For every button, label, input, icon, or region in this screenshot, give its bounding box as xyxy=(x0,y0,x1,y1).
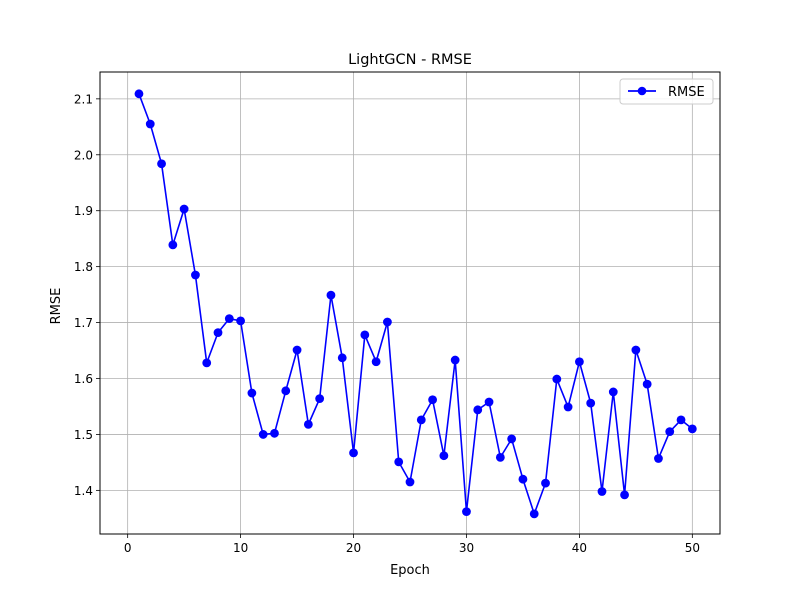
data-point xyxy=(586,398,596,408)
data-point xyxy=(281,386,291,396)
data-point xyxy=(349,448,358,458)
y-tick-label: 1.8 xyxy=(74,260,93,274)
data-point xyxy=(157,159,166,169)
chart-title: LightGCN - RMSE xyxy=(348,52,472,68)
y-tick-label: 1.7 xyxy=(74,316,93,330)
x-tick-label: 10 xyxy=(233,541,248,555)
y-tick-label: 1.4 xyxy=(74,484,93,498)
data-point xyxy=(179,204,189,214)
x-tick-label: 50 xyxy=(685,541,700,555)
grid xyxy=(100,72,720,534)
x-tick-label: 30 xyxy=(459,541,474,555)
data-point xyxy=(428,395,437,405)
data-point xyxy=(575,357,584,367)
data-point xyxy=(597,487,607,496)
data-point xyxy=(608,387,618,397)
data-point xyxy=(416,415,426,425)
y-tick-label: 2.0 xyxy=(74,148,93,162)
data-point xyxy=(529,509,539,519)
data-point xyxy=(360,330,370,340)
data-point xyxy=(473,405,483,415)
data-point xyxy=(665,427,675,437)
data-point xyxy=(236,316,246,326)
data-point xyxy=(145,119,155,129)
y-tick-label: 1.6 xyxy=(74,372,93,386)
data-point xyxy=(371,357,381,367)
data-point xyxy=(631,345,641,355)
data-point xyxy=(507,434,517,444)
legend-label: RMSE xyxy=(668,85,705,100)
data-point xyxy=(541,478,550,488)
y-tick-label: 2.1 xyxy=(74,92,93,106)
legend: RMSE xyxy=(619,78,714,105)
series-markers xyxy=(134,89,697,519)
data-point xyxy=(518,474,528,484)
data-point xyxy=(213,328,223,338)
legend-marker-swatch xyxy=(637,86,647,96)
data-point xyxy=(168,240,178,250)
y-tick-label: 1.9 xyxy=(74,204,93,218)
data-point xyxy=(676,415,686,425)
data-point xyxy=(224,314,234,324)
x-tick-label: 0 xyxy=(124,541,132,555)
y-axis-label: RMSE xyxy=(49,288,64,325)
data-point xyxy=(462,507,471,517)
data-point xyxy=(439,451,449,461)
data-point xyxy=(484,397,494,407)
data-point xyxy=(394,457,404,467)
data-point xyxy=(337,353,347,363)
data-point xyxy=(303,419,313,429)
data-point xyxy=(620,490,629,500)
data-point xyxy=(292,345,302,355)
data-point xyxy=(687,424,697,434)
data-point xyxy=(450,355,460,365)
data-point xyxy=(270,428,279,438)
data-point xyxy=(405,477,415,487)
data-point xyxy=(134,89,144,99)
data-point xyxy=(326,290,336,300)
y-tick-label: 1.5 xyxy=(74,428,93,442)
data-point xyxy=(563,402,573,412)
data-point xyxy=(495,452,505,462)
data-point xyxy=(552,374,562,384)
x-tick-label: 20 xyxy=(346,541,361,555)
legend-box xyxy=(619,78,714,105)
data-point xyxy=(642,379,652,389)
data-point xyxy=(258,430,268,439)
x-axis-ticks: 0 10 20 30 40 50 xyxy=(124,534,700,555)
plot-frame xyxy=(99,71,721,535)
x-axis-label: Epoch xyxy=(390,563,430,578)
data-point xyxy=(191,270,200,280)
data-point xyxy=(654,454,663,463)
data-point xyxy=(383,317,392,327)
x-tick-label: 40 xyxy=(572,541,587,555)
data-point xyxy=(202,358,212,368)
y-axis-ticks: 1.4 1.5 1.6 1.7 1.8 1.9 2.0 2.1 xyxy=(74,92,100,498)
data-point xyxy=(315,394,325,404)
data-point xyxy=(247,388,257,398)
